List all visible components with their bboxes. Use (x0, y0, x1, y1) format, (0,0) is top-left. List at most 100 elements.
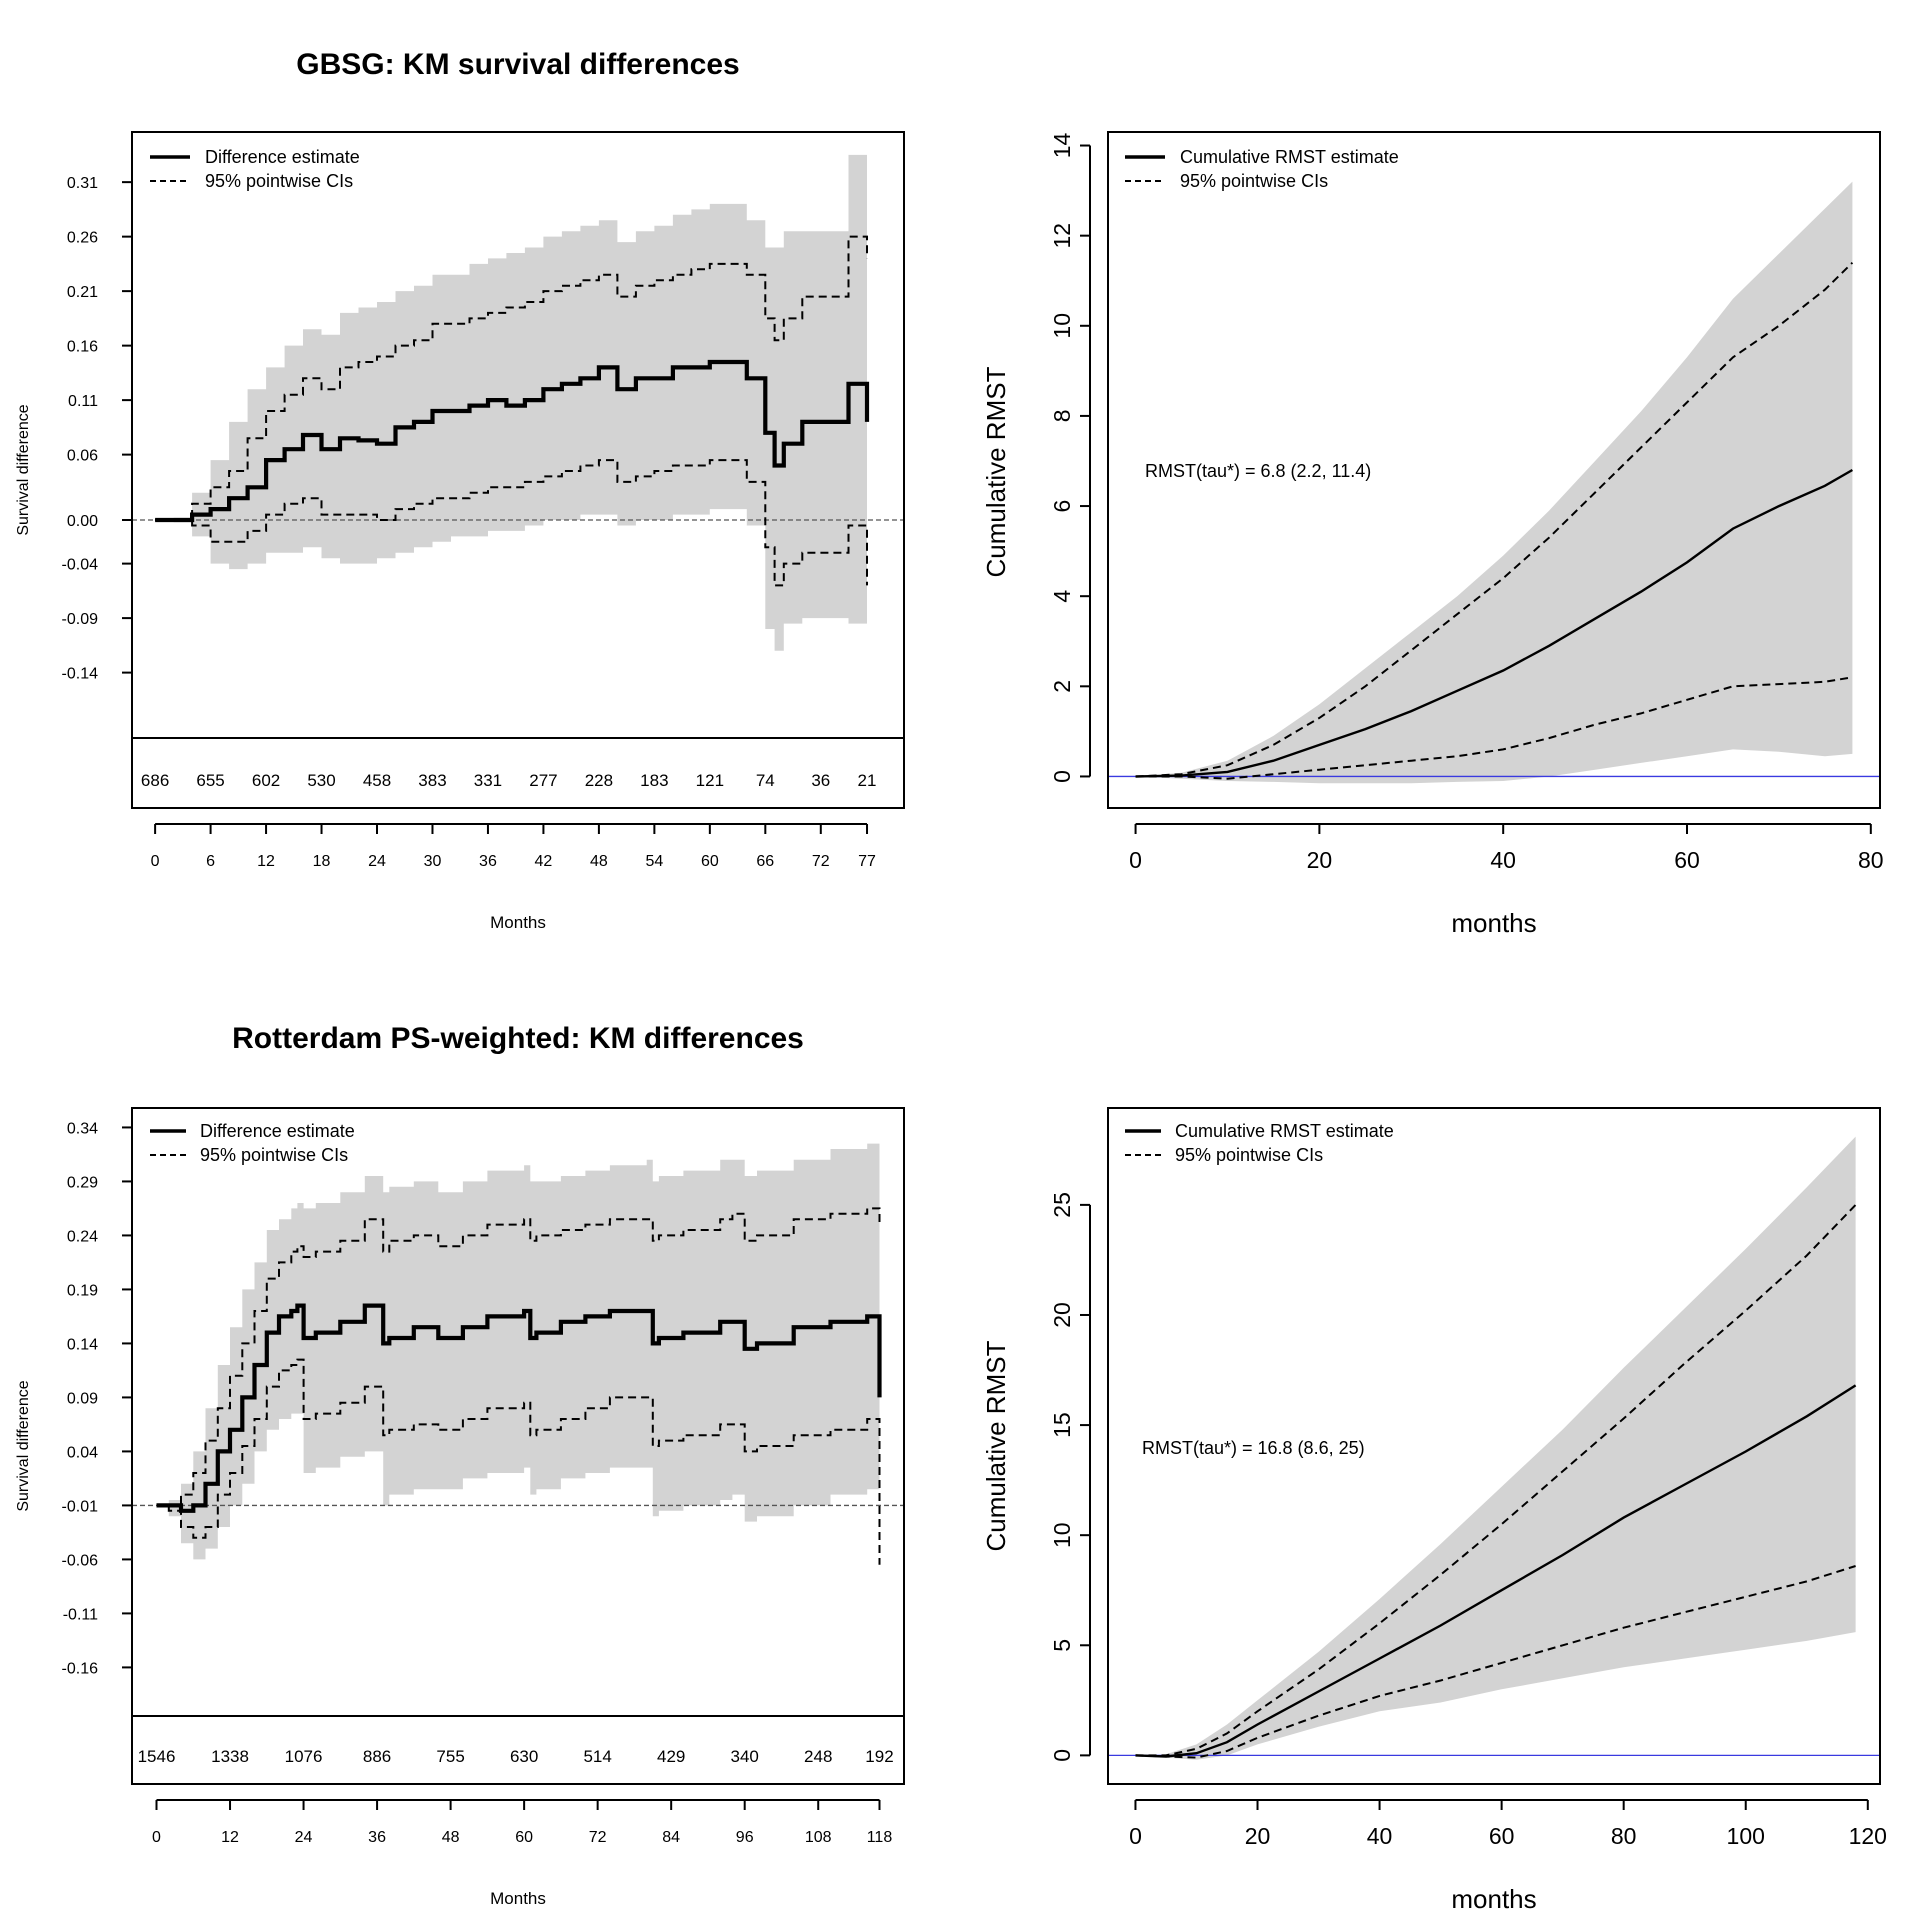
y-tick-label: -0.06 (62, 1552, 99, 1569)
estimate-line (1135, 1384, 1857, 1758)
at-risk-count: 458 (363, 771, 391, 790)
x-tick-label: 48 (442, 1829, 460, 1846)
at-risk-count: 886 (363, 1747, 391, 1766)
y-tick-label: 4 (1049, 590, 1075, 603)
plot-frame (1107, 1107, 1881, 1785)
y-axis: -0.14 -0.09 -0.04 0.00 0.06 0.11 0.16 0.21 0.26 0… (62, 175, 132, 683)
y-tick-label: 0.19 (67, 1282, 98, 1299)
ci-band-layer (156, 1143, 880, 1641)
y-tick-label: 5 (1049, 1639, 1075, 1652)
ci-band-layer (1135, 181, 1853, 784)
x-tick-label: 60 (701, 853, 719, 870)
at-risk-count: 183 (640, 771, 668, 790)
x-tick-label: 60 (515, 1829, 533, 1846)
at-risk-count: 1546 (138, 1747, 176, 1766)
x-tick-label: 0 (1129, 847, 1142, 873)
y-tick-label: 12 (1049, 223, 1075, 249)
at-risk-count: 21 (858, 771, 877, 790)
legend-label-estimate: Cumulative RMST estimate (1175, 1121, 1394, 1141)
y-axis: 0 5 10 15 20 25 (1049, 1192, 1091, 1762)
legend-label-ci: 95% pointwise CIs (200, 1145, 348, 1165)
legend-label-estimate: Difference estimate (200, 1121, 355, 1141)
panel-gbsg-cumulative-rmst: Cumulative RMST months 0 2 4 6 8 10 12 14 0 20 40… (981, 131, 1884, 938)
x-tick-label: 120 (1849, 1823, 1887, 1849)
ci-line (1135, 1565, 1856, 1759)
ci-band (156, 1143, 880, 1641)
x-tick-label: 80 (1611, 1823, 1637, 1849)
ci-band-layer (155, 154, 868, 662)
y-tick-label: 2 (1049, 680, 1075, 693)
x-axis: 0 20 40 60 80 100 120 (1129, 1799, 1887, 1849)
y-tick-label: 14 (1049, 133, 1075, 159)
ci-line (156, 1358, 881, 1565)
ci-band (1135, 181, 1853, 784)
y-tick-label: -0.09 (62, 611, 99, 628)
y-tick-label: 0.34 (67, 1120, 98, 1137)
x-tick-label: 66 (756, 853, 774, 870)
at-risk-count: 248 (804, 1747, 832, 1766)
x-tick-label: 20 (1245, 1823, 1271, 1849)
x-tick-label: 6 (206, 853, 215, 870)
y-axis: -0.16 -0.11 -0.06 -0.01 0.04 0.09 0.14 0.19 0.24… (62, 1120, 132, 1677)
legend: Cumulative RMST estimate 95% pointwise C… (1125, 147, 1399, 191)
at-risk-count: 383 (418, 771, 446, 790)
legend: Difference estimate 95% pointwise CIs (150, 1121, 355, 1165)
at-risk-count: 1338 (211, 1747, 249, 1766)
at-risk-count: 192 (865, 1747, 893, 1766)
x-axis: 0 6 12 18 24 30 36 42 48 54 60 66 72 77 (151, 823, 876, 870)
y-tick-label: 0.09 (67, 1390, 98, 1407)
y-axis-label: Cumulative RMST (981, 366, 1011, 577)
x-tick-label: 0 (151, 853, 160, 870)
at-risk-count: 74 (756, 771, 775, 790)
x-tick-label: 24 (295, 1829, 313, 1846)
at-risk-count: 121 (696, 771, 724, 790)
y-tick-label: 20 (1049, 1302, 1075, 1328)
x-axis: 0 20 40 60 80 (1129, 823, 1884, 873)
y-tick-label: -0.11 (63, 1606, 98, 1623)
y-tick-label: -0.16 (62, 1660, 99, 1677)
panel-gbsg-km-difference: GBSG: KM survival differences Survival d… (15, 48, 905, 932)
x-tick-label: 36 (368, 1829, 386, 1846)
x-tick-label: 20 (1307, 847, 1333, 873)
series-line-layer (155, 235, 870, 587)
x-tick-label: 0 (152, 1829, 161, 1846)
x-tick-label: 60 (1674, 847, 1700, 873)
series-line-layer (1135, 261, 1854, 780)
x-tick-label: 118 (867, 1829, 893, 1846)
y-axis-label: Survival difference (15, 404, 32, 535)
y-tick-label: 0.26 (67, 230, 98, 247)
x-tick-label: 77 (858, 853, 876, 870)
y-tick-label: 0.29 (67, 1174, 98, 1191)
estimate-line (155, 359, 870, 523)
y-tick-label: 0.31 (67, 175, 98, 192)
at-risk-count: 1076 (285, 1747, 323, 1766)
at-risk-count: 530 (307, 771, 335, 790)
x-tick-label: 24 (368, 853, 386, 870)
legend: Cumulative RMST estimate 95% pointwise C… (1125, 1121, 1394, 1165)
y-tick-label: 8 (1049, 410, 1075, 423)
y-axis: 0 2 4 6 8 10 12 14 (1049, 133, 1091, 783)
at-risk-count: 36 (811, 771, 830, 790)
y-tick-label: 0 (1049, 770, 1075, 783)
x-tick-label: 42 (535, 853, 553, 870)
x-axis-label: months (1451, 908, 1536, 938)
x-tick-label: 40 (1490, 847, 1516, 873)
chart-title: GBSG: KM survival differences (296, 48, 739, 81)
x-tick-label: 36 (479, 853, 497, 870)
plot-frame (131, 1107, 905, 1785)
y-tick-label: -0.14 (62, 666, 99, 683)
y-tick-label: 25 (1049, 1192, 1075, 1218)
ci-band-layer (1135, 1136, 1856, 1760)
y-tick-label: 10 (1049, 1522, 1075, 1548)
legend-label-ci: 95% pointwise CIs (1180, 171, 1328, 191)
y-axis-label: Survival difference (15, 1380, 32, 1511)
x-tick-label: 12 (221, 1829, 239, 1846)
legend-label-estimate: Cumulative RMST estimate (1180, 147, 1399, 167)
estimate-line (1135, 468, 1853, 778)
y-tick-label: 0 (1049, 1749, 1075, 1762)
ci-band (155, 154, 868, 662)
at-risk-count: 686 (141, 771, 169, 790)
x-tick-label: 40 (1367, 1823, 1393, 1849)
legend-label-ci: 95% pointwise CIs (1175, 1145, 1323, 1165)
